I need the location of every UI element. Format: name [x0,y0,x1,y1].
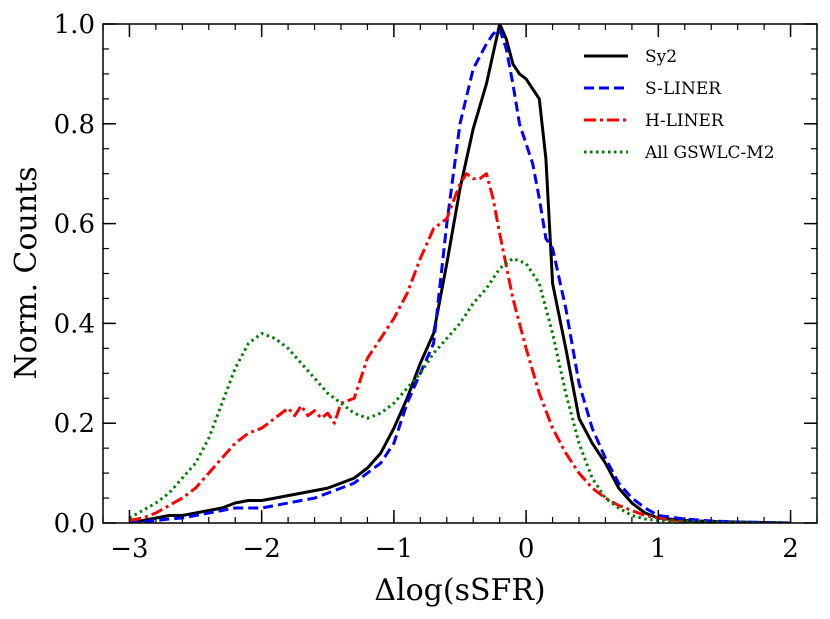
series-line-sy2 [129,24,791,523]
series-line-h-liner [129,172,685,523]
series-line-s-liner [129,27,791,523]
legend-item: Sy2 [584,47,677,67]
legend-item: H-LINER [584,111,725,131]
legend-label: All GSWLC-M2 [644,143,775,163]
legend-item: All GSWLC-M2 [584,143,775,163]
y-tick-label: 0.0 [54,509,95,539]
x-tick-label: 2 [782,534,799,564]
x-tick-label: −3 [110,534,148,564]
legend-label: S-LINER [645,79,722,99]
y-tick-label: 0.2 [54,409,95,439]
y-tick-label: 0.8 [54,110,95,140]
tick-labels-layer: −3 −2 −1 0 1 2 0.0 0.2 0.4 0.6 0.8 1.0 [54,10,799,564]
series-line-all-gswlc-m2 [128,257,791,523]
x-tick-label: −2 [243,534,281,564]
x-tick-label: −1 [375,534,413,564]
y-tick-label: 0.4 [54,309,95,339]
x-axis-label: Δlog(sSFR) [374,573,545,608]
x-tick-label: 0 [518,534,535,564]
y-axis-label: Norm. Counts [9,166,44,379]
y-tick-label: 0.6 [54,210,95,240]
ticks-layer [102,23,818,524]
series-layer [128,24,791,523]
x-tick-label: 1 [650,534,667,564]
legend-item: S-LINER [584,79,722,99]
legend-label: Sy2 [645,47,677,67]
legend: Sy2 S-LINER H-LINER All GSWLC-M2 [584,47,775,163]
legend-label: H-LINER [645,111,725,131]
y-tick-label: 1.0 [54,10,95,40]
